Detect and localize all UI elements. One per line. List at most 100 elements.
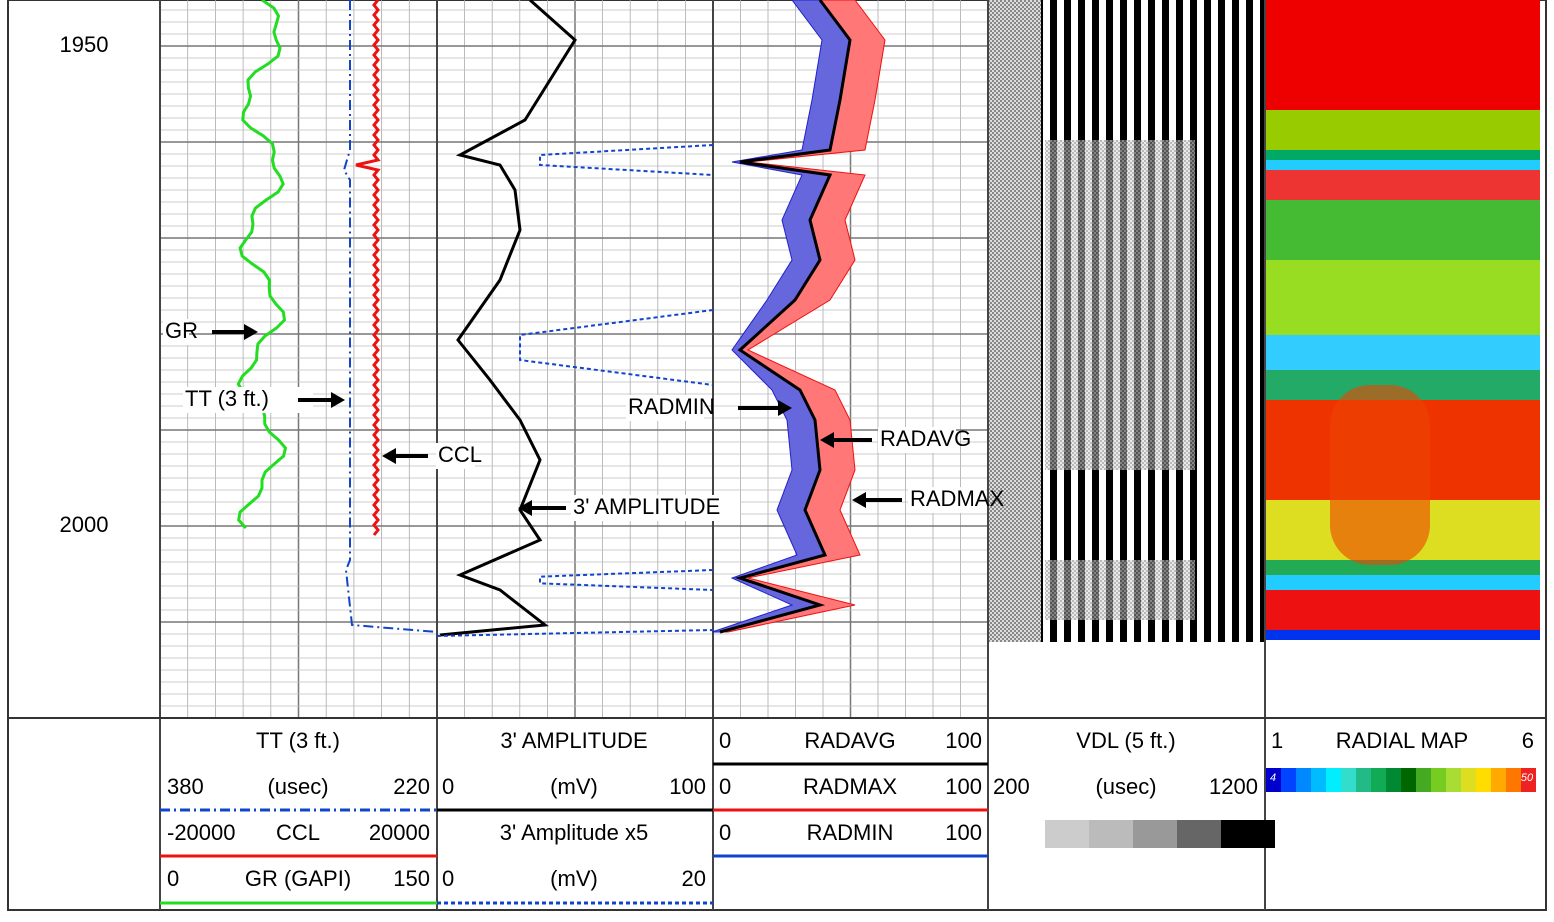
vdl-noise xyxy=(1045,560,1195,620)
header-text: (mV) xyxy=(550,774,598,799)
color-bar xyxy=(1521,768,1536,792)
annotation: RADMIN xyxy=(628,394,715,419)
color-bar xyxy=(1311,768,1326,792)
header-text: 100 xyxy=(945,820,982,845)
header-text: (usec) xyxy=(1095,774,1156,799)
radial-band xyxy=(1266,630,1540,640)
color-bar xyxy=(1356,768,1371,792)
header-text: TT (3 ft.) xyxy=(256,728,340,753)
header-text: 0 xyxy=(442,774,454,799)
header-text: 100 xyxy=(945,774,982,799)
gr-curve xyxy=(236,0,288,530)
annotation: CCL xyxy=(438,442,482,467)
radial-hot xyxy=(1330,385,1430,565)
radial-band xyxy=(1266,335,1540,370)
color-bar xyxy=(1341,768,1356,792)
color-bar xyxy=(1506,768,1521,792)
depth-label: 1950 xyxy=(60,32,109,57)
header-text: RADMAX xyxy=(803,774,897,799)
annotation: RADAVG xyxy=(880,426,971,451)
color-bar xyxy=(1386,768,1401,792)
annotation: RADMAX xyxy=(910,486,1004,511)
header-text: RADMIN xyxy=(807,820,894,845)
header-text: 380 xyxy=(167,774,204,799)
amplitude-x5-curve xyxy=(539,144,714,176)
color-bar xyxy=(1266,768,1281,792)
arrow-head xyxy=(820,432,834,448)
amplitude-x5-curve xyxy=(519,309,714,386)
vdl-swatch xyxy=(1133,820,1177,848)
tt-curve xyxy=(342,0,438,633)
annotation-bg xyxy=(183,387,313,413)
arrow-head xyxy=(382,448,396,464)
header-text: 150 xyxy=(393,866,430,891)
header-text: 0 xyxy=(719,728,731,753)
header-text: 100 xyxy=(945,728,982,753)
header-text: 0 xyxy=(442,866,454,891)
header-text: -20000 xyxy=(167,820,236,845)
header-text: 1 xyxy=(1271,728,1283,753)
header-text: GR (GAPI) xyxy=(245,866,351,891)
annotation: 3' AMPLITUDE xyxy=(573,494,720,519)
annotation-bg xyxy=(163,319,189,345)
color-bar xyxy=(1461,768,1476,792)
radial-band xyxy=(1266,110,1540,150)
vdl-gray xyxy=(989,0,1041,642)
header-text: 6 xyxy=(1522,728,1534,753)
header-text: 100 xyxy=(669,774,706,799)
radial-band xyxy=(1266,150,1540,160)
ccl-curve xyxy=(355,0,381,536)
annotation: TT (3 ft.) xyxy=(185,386,269,411)
color-bar xyxy=(1476,768,1491,792)
color-bar xyxy=(1281,768,1296,792)
header-text: 0 xyxy=(719,820,731,845)
color-bar xyxy=(1416,768,1431,792)
annotation-bg xyxy=(908,487,986,513)
header-text: (usec) xyxy=(267,774,328,799)
radial-band xyxy=(1266,200,1540,260)
color-bar xyxy=(1446,768,1461,792)
header-text: VDL (5 ft.) xyxy=(1076,728,1175,753)
depth-label: 2000 xyxy=(60,512,109,537)
vdl-swatch xyxy=(1221,820,1275,848)
color-bar xyxy=(1371,768,1386,792)
vdl-swatch xyxy=(1089,820,1133,848)
vdl-swatch xyxy=(1177,820,1221,848)
header-text: 1200 xyxy=(1209,774,1258,799)
header-text: 20000 xyxy=(369,820,430,845)
radial-band xyxy=(1266,575,1540,590)
annotation-bg xyxy=(878,427,956,453)
header-text: 220 xyxy=(393,774,430,799)
color-bar xyxy=(1431,768,1446,792)
annotation: GR xyxy=(165,318,198,343)
arrow-head xyxy=(331,392,345,408)
radial-band xyxy=(1266,260,1540,335)
header-text: 0 xyxy=(719,774,731,799)
color-bar xyxy=(1401,768,1416,792)
vdl-noise xyxy=(1045,140,1195,470)
radial-band xyxy=(1266,160,1540,170)
header-text: CCL xyxy=(276,820,320,845)
radial-band xyxy=(1266,0,1540,110)
arrow-head xyxy=(778,400,792,416)
header-text: 20 xyxy=(682,866,706,891)
color-bar-label: 4 xyxy=(1270,772,1276,784)
color-bar xyxy=(1296,768,1311,792)
header-text: RADAVG xyxy=(804,728,895,753)
radial-band xyxy=(1266,170,1540,200)
amplitude-x5-curve xyxy=(539,569,714,591)
header-text: 3' AMPLITUDE xyxy=(500,728,647,753)
color-bar-label: 50 xyxy=(1521,772,1534,784)
amplitude-curve xyxy=(439,0,577,637)
radial-band xyxy=(1266,590,1540,630)
header-text: 200 xyxy=(993,774,1030,799)
radavg-curve xyxy=(719,0,852,634)
color-bar xyxy=(1491,768,1506,792)
annotation-bg xyxy=(436,443,475,469)
header-text: RADIAL MAP xyxy=(1336,728,1468,753)
header-text: (mV) xyxy=(550,866,598,891)
header-text: 3' Amplitude x5 xyxy=(500,820,649,845)
annotation-bg xyxy=(626,395,704,421)
arrow-head xyxy=(244,324,258,340)
